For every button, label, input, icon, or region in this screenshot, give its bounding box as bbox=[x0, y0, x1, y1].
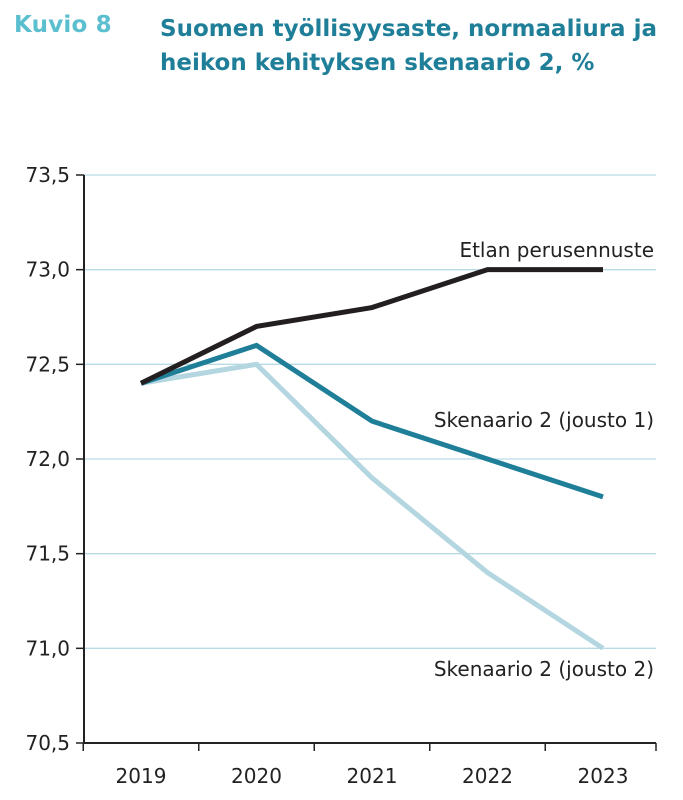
series-label-3: Skenaario 2 (jousto 2) bbox=[434, 657, 654, 681]
x-tick-label: 2021 bbox=[347, 764, 398, 788]
series-labels: Etlan perusennuste Skenaario 2 (jousto 1)… bbox=[434, 238, 654, 681]
y-tick-label: 70,5 bbox=[25, 731, 70, 755]
y-tick-label: 72,0 bbox=[25, 447, 70, 471]
y-tick-label: 73,5 bbox=[25, 163, 70, 187]
series-lines bbox=[139, 267, 605, 651]
x-tick-labels: 2019 2020 2021 2022 2023 bbox=[116, 764, 629, 788]
series-label-1: Etlan perusennuste bbox=[459, 238, 654, 262]
x-tick-label: 2020 bbox=[231, 764, 282, 788]
series-line-3 bbox=[140, 361, 605, 651]
series-line-1 bbox=[139, 267, 603, 386]
chart-title: Suomen työllisyysaste, normaaliura ja he… bbox=[160, 16, 657, 76]
x-tick-label: 2023 bbox=[578, 764, 629, 788]
series-label-2: Skenaario 2 (jousto 1) bbox=[434, 408, 654, 432]
y-tick-label: 71,0 bbox=[25, 636, 70, 660]
y-tick-label: 73,0 bbox=[25, 258, 70, 282]
x-tick-label: 2022 bbox=[462, 764, 513, 788]
x-tick-label: 2019 bbox=[116, 764, 167, 788]
y-tick-label: 71,5 bbox=[25, 542, 70, 566]
y-tick-labels: 73,5 73,0 72,5 72,0 71,5 71,0 70,5 bbox=[25, 163, 70, 755]
y-tick-label: 72,5 bbox=[25, 352, 70, 376]
figure-label: Kuvio 8 bbox=[14, 12, 112, 38]
series-line-2 bbox=[140, 342, 604, 500]
axes bbox=[76, 174, 657, 751]
